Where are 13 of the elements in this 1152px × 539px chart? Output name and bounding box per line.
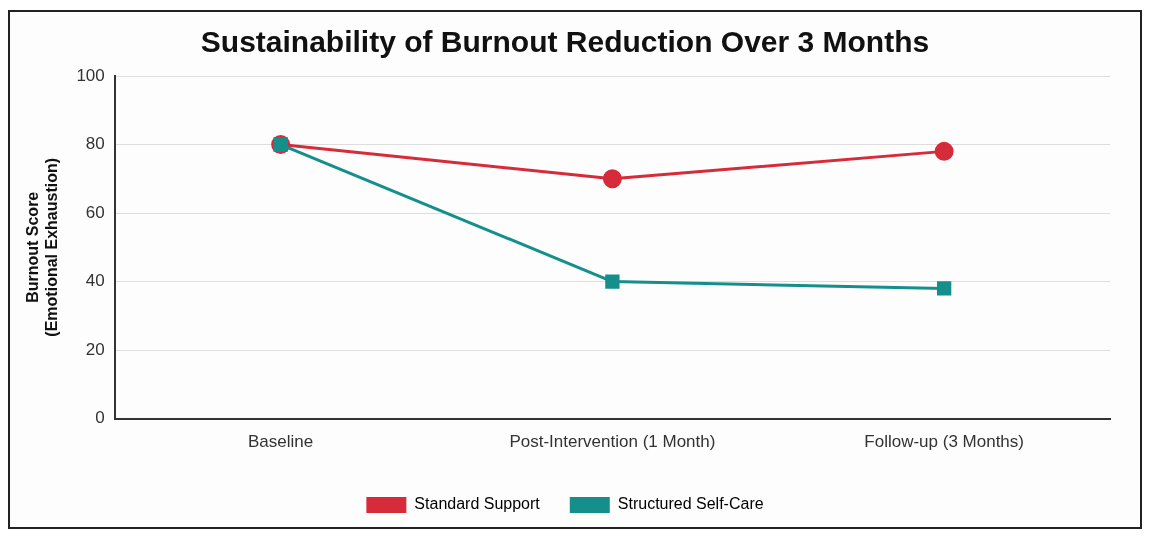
y-tick-label: 60 <box>85 202 105 222</box>
chart-title: Sustainability of Burnout Reduction Over 3 Months <box>200 25 930 59</box>
x-tick-label: Baseline <box>248 432 314 452</box>
y-tick-label: 80 <box>85 134 105 154</box>
y-tick-label: 100 <box>76 65 105 85</box>
legend-label: Standard Support <box>414 495 541 513</box>
y-axis-title: Burnout Score (Emotional Exhaustion) <box>24 157 61 337</box>
y-tick-label: 0 <box>95 408 105 428</box>
legend-label: Structured Self-Care <box>617 495 764 513</box>
y-tick-label: 20 <box>85 339 105 359</box>
y-tick-label: 40 <box>85 271 105 291</box>
x-tick-label: Follow-up (3 Months) <box>864 432 1024 452</box>
x-tick-label: Post-Intervention (1 Month) <box>509 432 716 452</box>
